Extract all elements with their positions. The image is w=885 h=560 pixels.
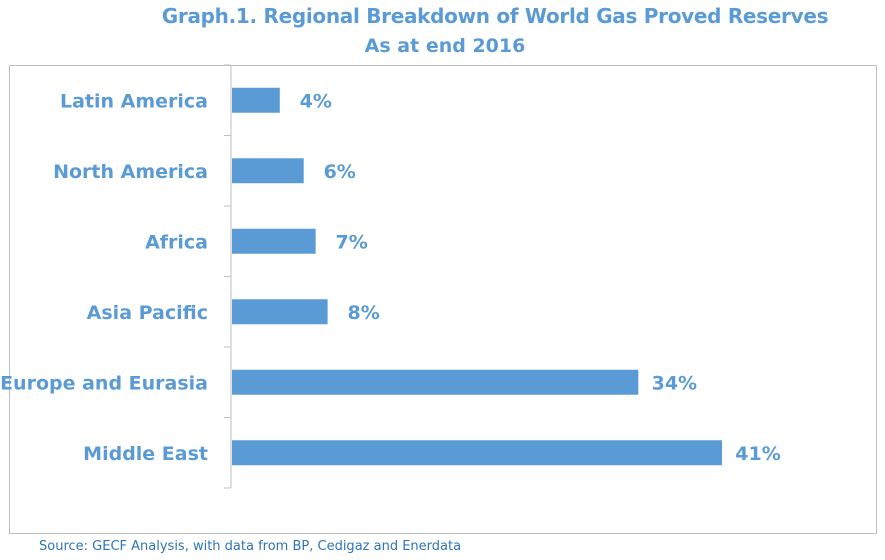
source-note: Source: GECF Analysis, with data from BP… <box>39 539 462 554</box>
data-label: 8% <box>347 302 379 324</box>
category-label: Latin America <box>60 90 208 112</box>
data-label: 34% <box>652 372 697 394</box>
data-label: 6% <box>324 161 356 183</box>
chart-frame <box>9 65 877 534</box>
bar <box>232 228 316 254</box>
data-label: 4% <box>300 90 332 112</box>
category-label: Europe and Eurasia <box>0 372 208 394</box>
data-label: 7% <box>336 231 368 253</box>
data-label: 41% <box>735 443 780 465</box>
category-label: Middle East <box>83 443 208 465</box>
category-label: Asia Pacific <box>87 302 208 324</box>
chart-title: Graph.1. Regional Breakdown of World Gas… <box>161 4 829 28</box>
chart-subtitle: As at end 2016 <box>364 35 526 57</box>
bar <box>232 158 304 184</box>
bar <box>232 299 328 325</box>
category-label: North America <box>53 161 208 183</box>
category-label: Africa <box>145 231 208 253</box>
bar <box>232 87 280 113</box>
bar <box>232 440 722 466</box>
bar <box>232 369 639 395</box>
